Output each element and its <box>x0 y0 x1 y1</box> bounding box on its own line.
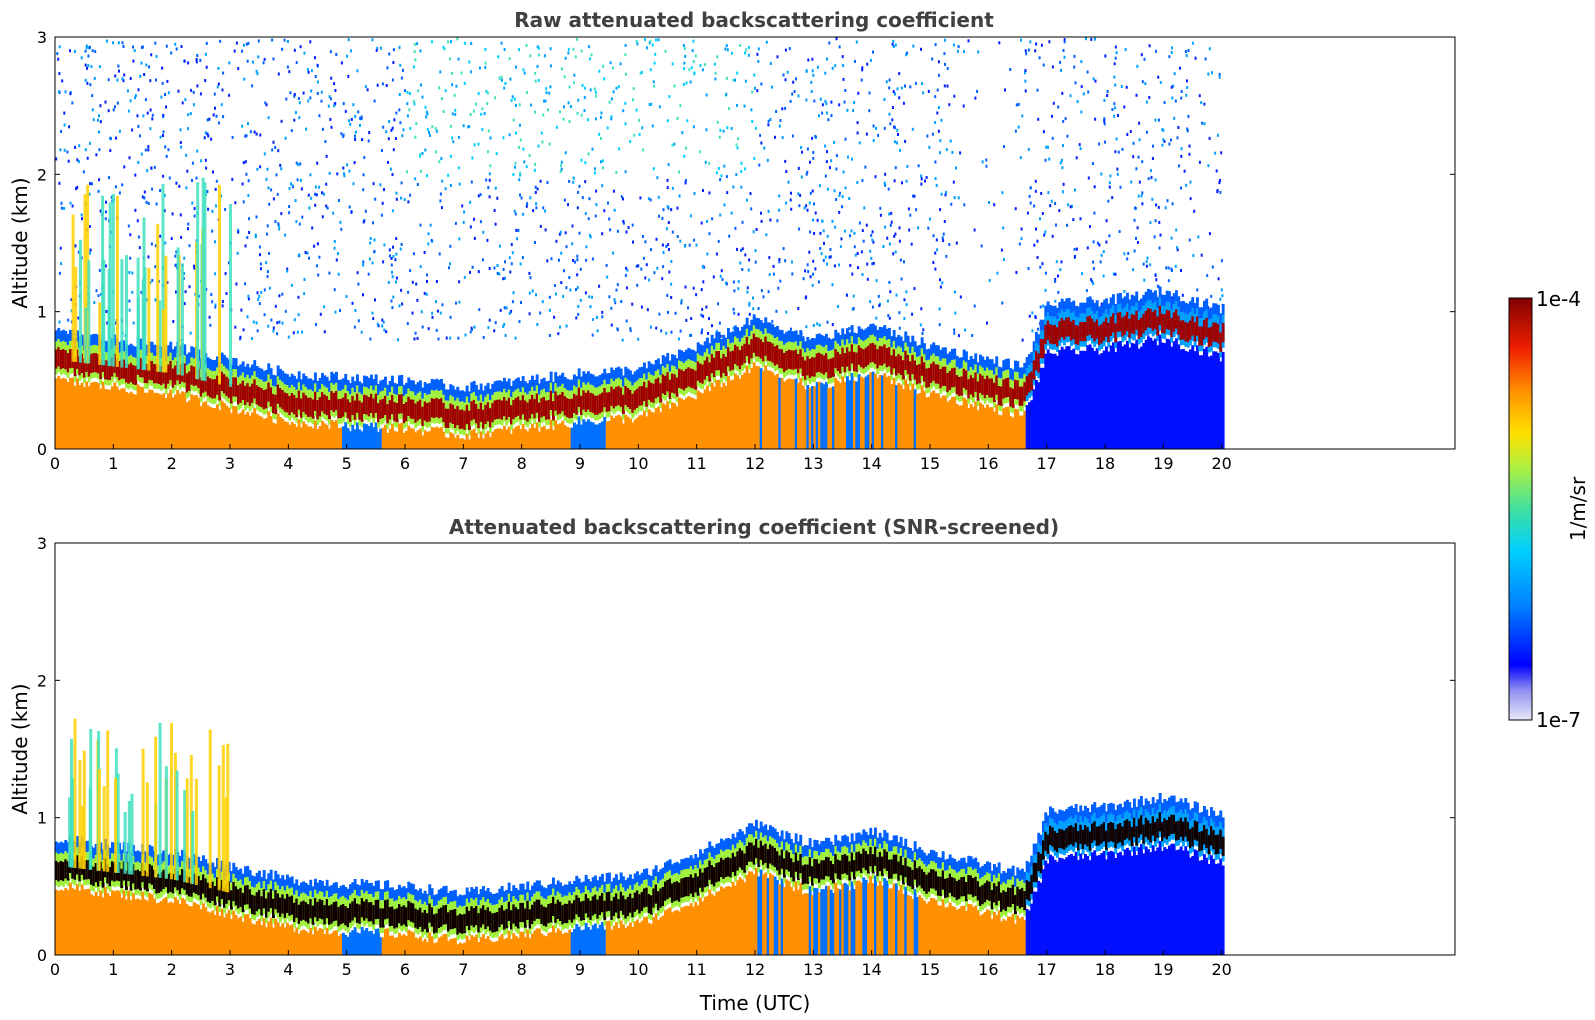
y-tick-label: 0 <box>37 946 47 965</box>
y-tick-label: 2 <box>37 671 47 690</box>
x-tick-label: 17 <box>1036 454 1056 473</box>
aerosol-layer <box>55 177 1225 449</box>
x-tick-label: 8 <box>517 960 527 979</box>
y-tick-label: 3 <box>37 534 47 553</box>
panel-raw-title: Raw attenuated backscattering coefficien… <box>514 8 994 32</box>
x-tick-label: 6 <box>400 960 410 979</box>
x-tick-label: 15 <box>920 454 940 473</box>
x-tick-label: 18 <box>1095 454 1115 473</box>
y-tick-label: 1 <box>37 303 47 322</box>
x-tick-label: 16 <box>978 960 998 979</box>
y-tick-label: 3 <box>37 28 47 47</box>
panel-screened-heatmap <box>55 718 1225 955</box>
x-tick-label: 11 <box>686 454 706 473</box>
x-tick-label: 14 <box>861 960 881 979</box>
colorbar: 1e-4 1e-7 1/m/sr <box>1508 287 1590 732</box>
x-tick-label: 20 <box>1211 960 1231 979</box>
x-tick-label: 17 <box>1036 960 1056 979</box>
x-tick-label: 13 <box>803 960 823 979</box>
x-tick-label: 12 <box>745 960 765 979</box>
x-tick-label: 5 <box>342 454 352 473</box>
panel-screened-y-ticks: 0 1 2 3 <box>37 534 1455 965</box>
x-tick-label: 5 <box>342 960 352 979</box>
x-tick-label: 19 <box>1153 960 1173 979</box>
x-tick-label: 2 <box>167 454 177 473</box>
x-tick-label: 0 <box>50 960 60 979</box>
x-tick-label: 1 <box>108 960 118 979</box>
x-tick-label: 4 <box>283 960 293 979</box>
colorbar-gradient <box>1508 297 1533 721</box>
x-tick-label: 4 <box>283 454 293 473</box>
x-tick-label: 6 <box>400 454 410 473</box>
x-tick-label: 9 <box>575 454 585 473</box>
x-tick-label: 1 <box>108 454 118 473</box>
panel-screened: Attenuated backscattering coefficient (S… <box>8 515 1456 1015</box>
x-tick-label: 16 <box>978 454 998 473</box>
x-axis-label: Time (UTC) <box>699 991 811 1015</box>
colorbar-unit-label: 1/m/sr <box>1566 476 1590 541</box>
x-tick-label: 7 <box>458 454 468 473</box>
x-tick-label: 13 <box>803 454 823 473</box>
panel-raw: Raw attenuated backscattering coefficien… <box>8 8 1456 473</box>
x-tick-label: 3 <box>225 960 235 979</box>
aerosol-layer <box>55 718 1225 955</box>
x-tick-label: 8 <box>517 454 527 473</box>
x-tick-label: 10 <box>628 960 648 979</box>
panel-screened-y-label: Altitude (km) <box>8 683 32 814</box>
panel-raw-heatmap <box>55 37 1225 449</box>
x-tick-label: 0 <box>50 454 60 473</box>
x-tick-label: 12 <box>745 454 765 473</box>
panel-raw-y-ticks: 0 1 2 3 <box>37 28 1455 459</box>
x-tick-label: 3 <box>225 454 235 473</box>
panel-raw-y-label: Altitude (km) <box>8 177 32 308</box>
y-tick-label: 0 <box>37 440 47 459</box>
y-tick-label: 2 <box>37 165 47 184</box>
x-tick-label: 15 <box>920 960 940 979</box>
x-tick-label: 20 <box>1211 454 1231 473</box>
panel-screened-title: Attenuated backscattering coefficient (S… <box>449 515 1059 539</box>
x-tick-label: 18 <box>1095 960 1115 979</box>
x-tick-label: 19 <box>1153 454 1173 473</box>
x-tick-label: 9 <box>575 960 585 979</box>
x-tick-label: 14 <box>861 454 881 473</box>
panel-screened-x-ticks: 0 1 2 3 4 5 6 7 8 9 10 11 12 13 14 15 16 17 18 19 20 <box>50 950 1232 979</box>
x-tick-label: 11 <box>686 960 706 979</box>
x-tick-label: 2 <box>167 960 177 979</box>
x-tick-label: 10 <box>628 454 648 473</box>
colorbar-max-label: 1e-4 <box>1536 287 1581 311</box>
y-tick-label: 1 <box>37 809 47 828</box>
colorbar-min-label: 1e-7 <box>1536 708 1581 732</box>
x-tick-label: 7 <box>458 960 468 979</box>
panel-raw-x-ticks: 0 1 2 3 4 5 6 7 8 9 10 11 12 13 14 15 16 17 18 19 20 <box>50 444 1232 473</box>
